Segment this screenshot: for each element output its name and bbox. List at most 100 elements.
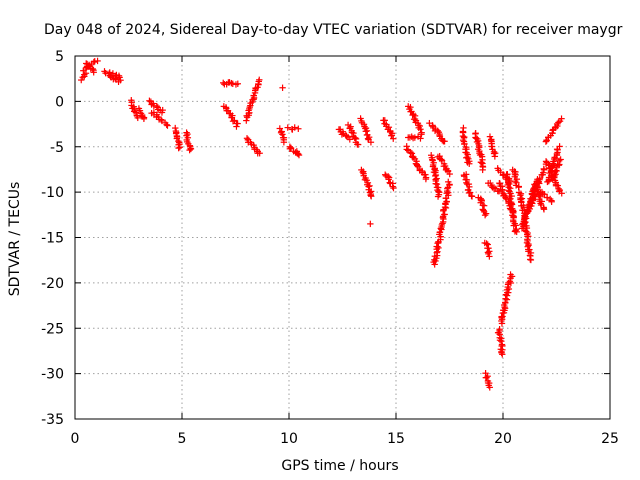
x-tick-label: 20 <box>494 431 512 447</box>
grid-lines <box>75 56 610 419</box>
x-tick-label: 10 <box>280 431 298 447</box>
data-point <box>434 193 442 200</box>
data-point <box>234 80 241 87</box>
x-tick-label: 5 <box>178 431 187 447</box>
data-point <box>558 115 565 122</box>
data-point <box>287 144 295 152</box>
y-tick-label: 5 <box>55 49 64 65</box>
data-point <box>441 138 448 145</box>
data-point <box>153 102 160 110</box>
data-point <box>438 156 445 163</box>
data-point <box>418 131 425 138</box>
data-point <box>229 118 237 125</box>
data-point <box>479 166 486 174</box>
data-point <box>116 74 123 81</box>
data-point <box>295 125 302 132</box>
x-tick-label: 0 <box>71 431 80 447</box>
data-point <box>413 162 421 169</box>
data-point <box>512 227 519 234</box>
y-tick-label: -30 <box>41 367 64 383</box>
data-point <box>527 256 535 264</box>
data-point <box>466 189 474 196</box>
data-point <box>536 175 544 182</box>
data-point <box>279 84 286 91</box>
data-point <box>444 185 451 192</box>
data-point <box>437 225 444 232</box>
y-tick-label: -25 <box>41 321 64 337</box>
data-point <box>459 136 467 144</box>
data-point <box>480 202 488 209</box>
data-point <box>481 211 489 219</box>
data-point <box>483 374 490 381</box>
data-point <box>441 211 448 218</box>
y-axis-label: SDTVAR / TECUs <box>7 182 23 297</box>
y-tick-label: 0 <box>55 94 64 110</box>
data-point <box>483 240 490 247</box>
x-tick-labels: 0 5 10 15 20 25 <box>71 431 619 447</box>
data-point <box>111 75 119 82</box>
data-point <box>351 134 358 142</box>
data-point <box>408 133 415 140</box>
data-point <box>443 198 450 206</box>
data-point <box>462 176 469 183</box>
data-point <box>417 126 424 133</box>
data-point <box>78 76 85 84</box>
data-point <box>146 97 153 104</box>
data-point <box>286 145 294 153</box>
data-point <box>513 228 520 236</box>
axis-ticks <box>74 55 611 420</box>
y-tick-label: -35 <box>41 412 64 428</box>
data-point <box>403 146 410 153</box>
data-point <box>486 253 493 260</box>
data-point <box>284 124 291 131</box>
data-point <box>556 143 563 150</box>
data-point <box>346 136 354 143</box>
y-tick-labels: 5 0 -5 -10 -15 -20 -25 -30 -35 <box>41 49 64 428</box>
data-points <box>78 57 565 391</box>
data-point <box>407 149 414 156</box>
data-point <box>432 257 439 265</box>
data-point <box>460 173 468 180</box>
x-tick-label: 25 <box>601 431 619 447</box>
data-point <box>552 167 560 174</box>
data-point <box>354 141 362 148</box>
y-tick-label: -5 <box>50 140 64 156</box>
data-point <box>548 198 555 205</box>
data-point <box>390 184 397 192</box>
data-point <box>90 69 97 76</box>
data-point <box>468 193 476 200</box>
data-point <box>466 160 473 167</box>
data-point <box>361 176 369 183</box>
data-point <box>294 150 302 158</box>
data-point <box>368 193 375 200</box>
data-point <box>542 138 550 145</box>
data-point <box>486 133 494 140</box>
data-point <box>498 342 505 350</box>
data-point <box>280 139 288 146</box>
data-point <box>163 121 170 128</box>
data-point <box>445 178 452 186</box>
data-point <box>157 116 165 123</box>
y-tick-label: -10 <box>41 185 64 201</box>
data-point <box>367 220 374 228</box>
chart-title: Day 048 of 2024, Sidereal Day-to-day VTE… <box>44 22 623 38</box>
data-point <box>390 135 397 142</box>
data-point <box>134 114 141 122</box>
data-point <box>386 179 393 186</box>
data-point <box>543 194 551 201</box>
data-point <box>117 77 124 84</box>
data-point <box>556 186 564 194</box>
data-point <box>89 65 96 73</box>
data-point <box>279 131 286 138</box>
data-point <box>172 124 179 132</box>
data-point <box>164 122 171 129</box>
data-point <box>438 157 446 164</box>
data-point <box>132 109 140 116</box>
data-point <box>385 176 392 183</box>
data-point <box>140 115 148 123</box>
data-point <box>243 135 251 142</box>
data-point <box>558 190 565 197</box>
data-point <box>187 145 194 152</box>
data-point <box>233 123 240 130</box>
